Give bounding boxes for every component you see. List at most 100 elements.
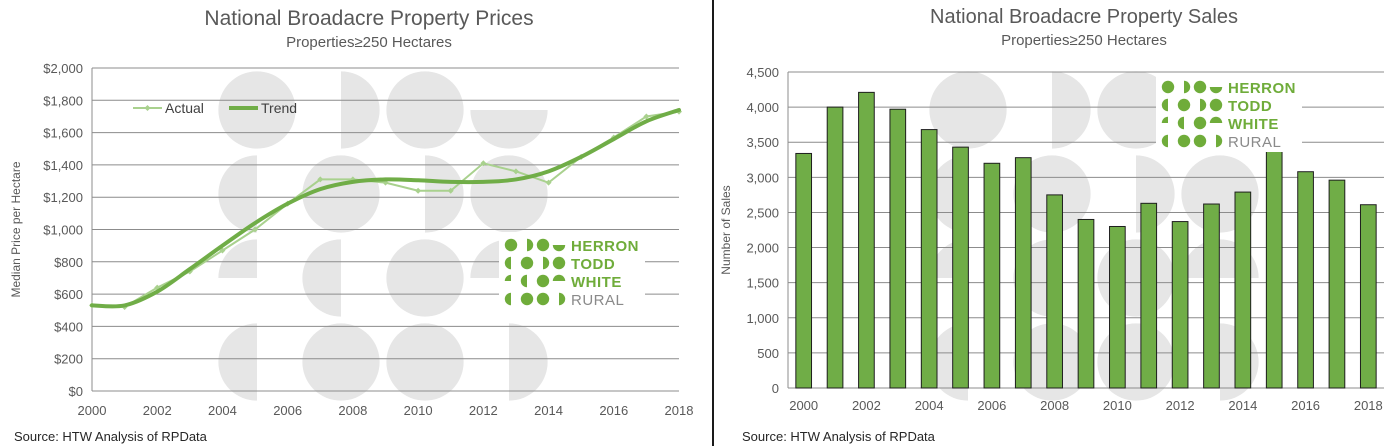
logo-dot [1184,80,1191,94]
watermark-circle [386,71,464,149]
sales-bar [1203,203,1220,389]
prices-y-axis-label: Median Price per Hectare [9,161,23,297]
sales-bar [1265,150,1283,389]
sales-xtick-label: 2006 [977,398,1006,413]
series-actual-point [480,160,487,167]
prices-ytick-label: $1,800 [43,93,83,108]
sales-bar [1328,179,1346,389]
logo-dot [520,274,527,288]
logo-dot [536,274,550,288]
watermark-circle [386,239,464,317]
watermark-circle [1097,71,1175,149]
logo-dot [1177,98,1191,112]
logo-dot [1216,134,1223,148]
logo-dot [1193,134,1207,148]
series-actual-point [447,187,454,194]
logo-mark-icon [504,238,566,306]
sales-bar [1109,225,1126,389]
prices-ytick-label: $600 [54,287,83,302]
logo-dot [1161,98,1168,112]
watermark-semicircle [509,323,548,401]
watermark-semicircle [425,155,464,233]
prices-xtick-label: 2002 [143,403,172,418]
sales-xtick-label: 2018 [1354,398,1383,413]
prices-xtick-label: 2000 [78,403,107,418]
sales-xtick-label: 2014 [1228,398,1257,413]
logo-dot [1161,134,1168,148]
series-actual-point [545,179,552,186]
logo-dot [504,292,511,306]
watermark-semicircle [341,71,380,149]
sales-xtick-label: 2008 [1040,398,1069,413]
series-actual-point [643,113,650,120]
sales-ytick-label: 1,000 [746,311,779,326]
sales-bar [1140,202,1158,389]
logo-mark-icon [1161,80,1223,148]
logo-dot [504,238,518,252]
logo-text-line: TODD [1228,98,1272,115]
logo-dot [543,256,550,270]
logo-dot [1209,116,1223,123]
watermark-semicircle [218,239,257,278]
logo-text-line: WHITE [1228,116,1279,133]
logo-dot [520,292,534,306]
sales-source-note: Source: HTW Analysis of RPData [742,429,935,444]
logo-dot [504,274,511,281]
prices-chart-subtitle: Properties≥250 Hectares [286,34,452,51]
sales-bar [826,106,844,389]
sales-bar [889,108,907,389]
logo-dot [1193,116,1207,130]
prices-xtick-label: 2012 [469,403,498,418]
logo-dot [552,274,566,281]
logo-dot [1177,134,1191,148]
legend-actual-label: Actual [165,100,204,116]
logo-text-line: RURAL [571,292,624,309]
sales-bar [1234,191,1252,389]
sales-ytick-label: 3,000 [746,170,779,185]
prices-ytick-label: $1,600 [43,126,83,141]
prices-xtick-label: 2010 [404,403,433,418]
logo-dot [1193,80,1207,94]
logo-dot [1161,80,1175,94]
logo-text-line: HERRON [1228,80,1296,97]
sales-chart-panel: National Broadacre Property Sales Propert… [716,0,1400,446]
sales-ytick-label: 0 [772,381,779,396]
watermark-semicircle [470,110,548,149]
sales-bar [1359,204,1377,389]
sales-bar [952,146,969,389]
prices-chart-panel: National Broadacre Property Prices Proper… [9,7,693,444]
watermark-semicircle [302,239,341,317]
sales-bar [795,152,813,389]
logo-dot [1209,87,1223,94]
sales-bar [920,129,938,389]
logo-dot [527,238,534,252]
sales-chart-subtitle: Properties≥250 Hectares [1001,32,1167,49]
logo-text-line: HERRON [571,238,639,255]
sales-ytick-label: 3,500 [746,135,779,150]
prices-xtick-label: 2006 [273,403,302,418]
sales-xtick-label: 2002 [852,398,881,413]
series-actual-point [512,168,519,175]
sales-chart: National Broadacre Property Sales Propert… [719,6,1384,413]
sales-bar [983,162,1001,389]
prices-ytick-label: $800 [54,255,83,270]
sales-bar [1014,157,1032,389]
logo-dot [504,256,511,270]
logo-dot [1161,116,1168,123]
sales-ytick-label: 2,000 [746,241,779,256]
logo-dot [559,292,566,306]
logo-dot [1209,98,1223,112]
sales-xtick-label: 2016 [1291,398,1320,413]
sales-ytick-label: 1,500 [746,276,779,291]
watermark-circle [302,323,380,401]
watermark-circle [1097,239,1175,317]
prices-xtick-label: 2008 [338,403,367,418]
prices-ytick-label: $1,200 [43,190,83,205]
prices-xtick-label: 2016 [599,403,628,418]
series-actual-point [415,187,422,194]
prices-legend: Actual Trend [133,100,297,116]
logo-dot [552,256,566,270]
prices-chart: National Broadacre Property Prices Proper… [9,7,693,418]
